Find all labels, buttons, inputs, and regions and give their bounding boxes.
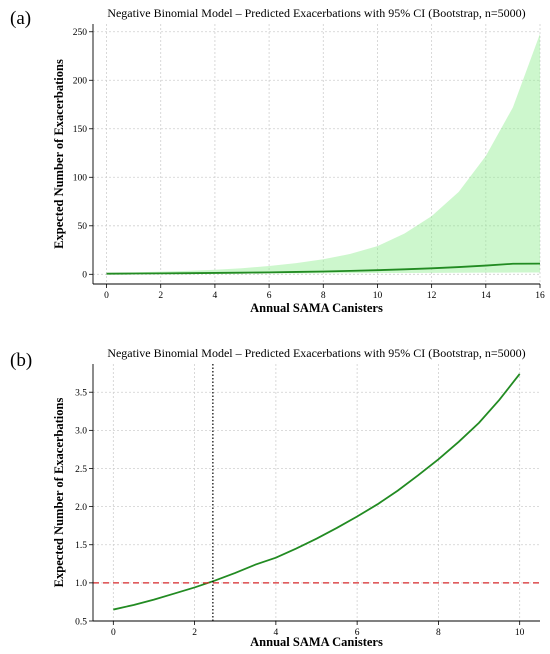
x-tick-label: 8 xyxy=(321,291,326,301)
y-tick-label: 2.5 xyxy=(75,465,87,475)
chart-title: Negative Binomial Model – Predicted Exac… xyxy=(107,6,525,20)
y-tick-label: 1.5 xyxy=(75,541,87,551)
y-tick-label: 0.5 xyxy=(75,617,87,627)
x-tick-label: 10 xyxy=(515,628,525,638)
panel-label: (a) xyxy=(10,8,31,29)
x-tick-label: 6 xyxy=(267,291,272,301)
x-tick-label: 2 xyxy=(192,628,197,638)
x-tick-label: 4 xyxy=(273,628,278,638)
x-tick-label: 14 xyxy=(481,291,491,301)
y-tick-label: 50 xyxy=(78,222,88,232)
y-tick-label: 1.0 xyxy=(75,579,87,589)
x-axis-label: Annual SAMA Canisters xyxy=(250,635,383,649)
y-tick-label: 3.5 xyxy=(75,389,87,399)
x-tick-label: 12 xyxy=(427,291,437,301)
y-tick-label: 2.0 xyxy=(75,503,87,513)
x-axis-label: Annual SAMA Canisters xyxy=(250,301,383,315)
chart-panel-a: (a) Negative Binomial Model – Predicted E… xyxy=(10,6,545,315)
y-tick-label: 150 xyxy=(73,125,88,135)
y-tick-label: 0 xyxy=(82,271,87,281)
x-tick-label: 4 xyxy=(213,291,218,301)
y-tick-label: 3.0 xyxy=(75,427,87,437)
x-tick-label: 0 xyxy=(104,291,109,301)
prediction-line xyxy=(106,262,541,275)
x-tick-label: 10 xyxy=(373,291,383,301)
y-tick-label: 100 xyxy=(73,174,88,184)
y-tick-label: 250 xyxy=(73,28,88,38)
y-tick-label: 200 xyxy=(73,77,88,87)
panel-label: (b) xyxy=(10,350,32,371)
ci-band xyxy=(106,33,541,275)
prediction-line xyxy=(113,373,521,611)
x-tick-label: 6 xyxy=(355,628,360,638)
x-tick-label: 0 xyxy=(111,628,116,638)
y-axis-label: Expected Number of Exacerbations xyxy=(52,59,66,249)
y-axis-label: Expected Number of Exacerbations xyxy=(52,398,66,588)
chart-panel-b: (b) Negative Binomial Model – Predicted E… xyxy=(10,346,540,649)
chart-title: Negative Binomial Model – Predicted Exac… xyxy=(107,346,525,360)
x-tick-label: 8 xyxy=(436,628,441,638)
x-tick-label: 16 xyxy=(535,291,545,301)
x-tick-label: 2 xyxy=(158,291,163,301)
